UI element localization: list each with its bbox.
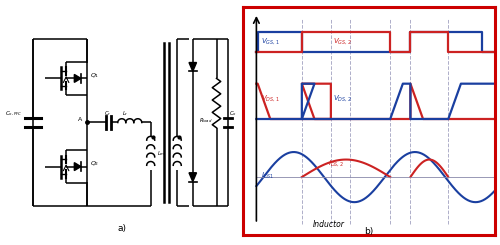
Text: $I_{DS,2}$: $I_{DS,2}$	[328, 158, 344, 168]
Text: $C_o$: $C_o$	[230, 109, 237, 118]
Polygon shape	[74, 74, 81, 82]
Text: $C_{o,PFC}$: $C_{o,PFC}$	[5, 110, 22, 118]
Polygon shape	[189, 62, 196, 71]
Text: Inductor: Inductor	[313, 220, 345, 229]
Text: $R_{load}$: $R_{load}$	[199, 117, 212, 125]
Text: $Q_2$: $Q_2$	[90, 159, 99, 168]
Polygon shape	[74, 163, 81, 171]
Text: b): b)	[364, 227, 374, 236]
Text: $L_m$: $L_m$	[158, 150, 166, 159]
Text: $V_{DS,1}$: $V_{DS,1}$	[262, 93, 280, 103]
Text: $I_{DS1}$: $I_{DS1}$	[262, 171, 275, 182]
Text: a): a)	[118, 223, 127, 233]
Text: $C_r$: $C_r$	[104, 110, 111, 118]
Text: $Q_1$: $Q_1$	[90, 71, 99, 80]
Text: $L_r$: $L_r$	[122, 110, 129, 118]
Text: A: A	[78, 117, 82, 122]
Text: $V_{GS,2}$: $V_{GS,2}$	[334, 37, 352, 47]
Polygon shape	[189, 173, 196, 182]
Text: $V_{DS,2}$: $V_{DS,2}$	[334, 93, 352, 103]
Text: $V_{GS,1}$: $V_{GS,1}$	[262, 37, 280, 47]
